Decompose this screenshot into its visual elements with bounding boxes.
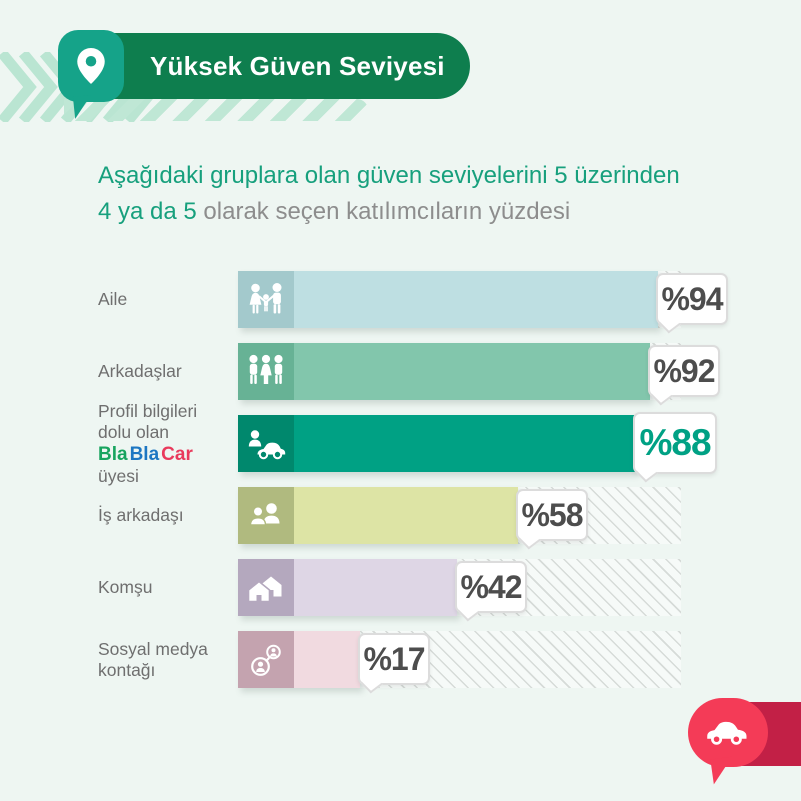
bar-row-sosyal-medya: Sosyal medya kontağı	[98, 631, 681, 694]
member-car-icon	[238, 415, 294, 472]
category-label: Arkadaşlar	[98, 361, 182, 381]
bar-track: %42	[238, 559, 681, 622]
bar-fill	[238, 487, 518, 544]
value-badge: %94	[656, 273, 728, 334]
bar-row-blablacar-uyesi: Profil bilgileri dolu olan Bla Bla Car üye…	[98, 401, 717, 486]
page-title: Yüksek Güven Seviyesi	[150, 50, 445, 81]
value-badge: %42	[455, 561, 527, 622]
bar-row-komsu: Komşu %42	[98, 559, 681, 622]
subtitle-highlight: 4 ya da 5	[98, 198, 197, 225]
bar-track: %88	[238, 412, 717, 483]
car-speech-bubble-icon	[688, 698, 768, 785]
map-pin-icon	[77, 48, 105, 84]
colleagues-icon	[238, 487, 294, 544]
value-badge: %58	[516, 489, 588, 550]
pin-badge	[58, 30, 124, 119]
header-pill: Yüksek Güven Seviyesi	[62, 33, 470, 99]
family-icon	[238, 271, 294, 328]
subtitle-rest: olarak seçen katılımcıların yüzdesi	[196, 198, 571, 225]
bar-row-is-arkadasi: İş arkadaşı %58	[98, 487, 681, 550]
chart-subtitle: Aşağıdaki gruplara olan güven seviyeleri…	[98, 158, 758, 230]
bar-row-aile: Aile	[98, 271, 728, 334]
social-contact-icon	[238, 631, 294, 688]
value-badge: %88	[633, 412, 717, 483]
houses-icon	[238, 559, 294, 616]
logo-bubble-tail	[710, 756, 736, 785]
diagonal-stripe-band	[64, 99, 368, 121]
bar-fill	[238, 559, 457, 616]
category-label: Komşu	[98, 577, 153, 597]
bar-track: %17	[238, 631, 681, 694]
value-badge: %17	[358, 633, 430, 694]
bar-fill	[238, 631, 360, 688]
category-label: İş arkadaşı	[98, 505, 184, 525]
category-label: Aile	[98, 289, 128, 309]
bar-fill	[238, 271, 658, 328]
value-badge: %92	[648, 345, 720, 406]
category-label: Sosyal medya kontağı	[98, 638, 208, 680]
bar-track: %92	[238, 343, 720, 406]
value-badge-tail	[635, 462, 658, 483]
bar-fill	[238, 415, 635, 472]
badge-tail	[72, 95, 94, 119]
category-label: Profil bilgileri dolu olan Bla Bla Car üye…	[98, 401, 232, 486]
bar-row-arkadaslar: Arkadaşlar	[98, 343, 720, 406]
bar-fill	[238, 343, 650, 400]
subtitle-line1: Aşağıdaki gruplara olan güven seviyeleri…	[98, 162, 680, 189]
blablacar-wordmark: Bla Bla Car	[98, 443, 193, 465]
friends-icon	[238, 343, 294, 400]
bar-track: %58	[238, 487, 681, 550]
bar-track: %94	[238, 271, 728, 334]
